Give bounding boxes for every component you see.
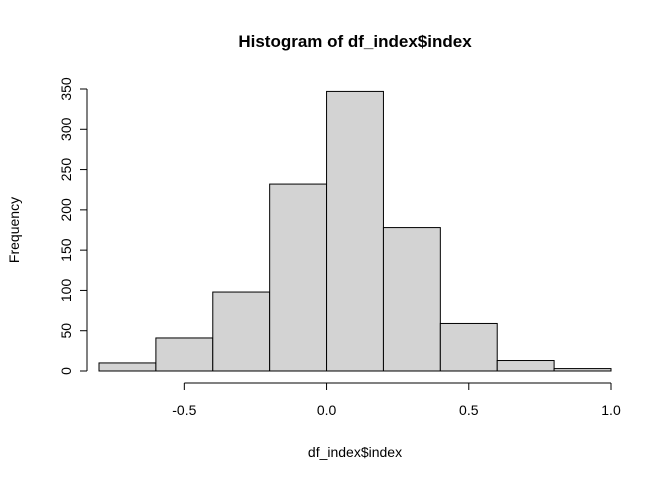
chart-title: Histogram of df_index$index [238, 32, 472, 51]
y-tick-label: 350 [58, 77, 74, 101]
histogram-bar [553, 368, 612, 372]
y-tick-label: 50 [58, 323, 74, 339]
bars-group [98, 90, 612, 372]
x-tick-label: 0.5 [459, 402, 479, 418]
histogram-bar [269, 183, 328, 372]
x-tick-label: -0.5 [172, 402, 196, 418]
y-axis: 0 50 100 150 200 250 300 350 [58, 77, 88, 375]
y-axis-label: Frequency [6, 197, 22, 263]
x-tick-label: 1.0 [601, 402, 621, 418]
histogram-bar [155, 337, 214, 372]
y-tick-label: 100 [58, 279, 74, 303]
histogram-bar [98, 362, 157, 372]
y-tick-label: 300 [58, 117, 74, 141]
y-tick-label: 250 [58, 158, 74, 182]
histogram-bar [326, 90, 384, 372]
histogram-bar [382, 227, 441, 372]
x-axis-label: df_index$index [308, 444, 402, 460]
x-axis: -0.5 0.0 0.5 1.0 [172, 382, 621, 418]
histogram-bar [439, 322, 498, 372]
y-tick-label: 200 [58, 198, 74, 222]
histogram-bar [212, 291, 271, 372]
histogram-bar [496, 360, 555, 372]
x-tick-label: 0.0 [317, 402, 337, 418]
y-tick-label: 0 [58, 367, 74, 375]
y-tick-label: 150 [58, 238, 74, 262]
